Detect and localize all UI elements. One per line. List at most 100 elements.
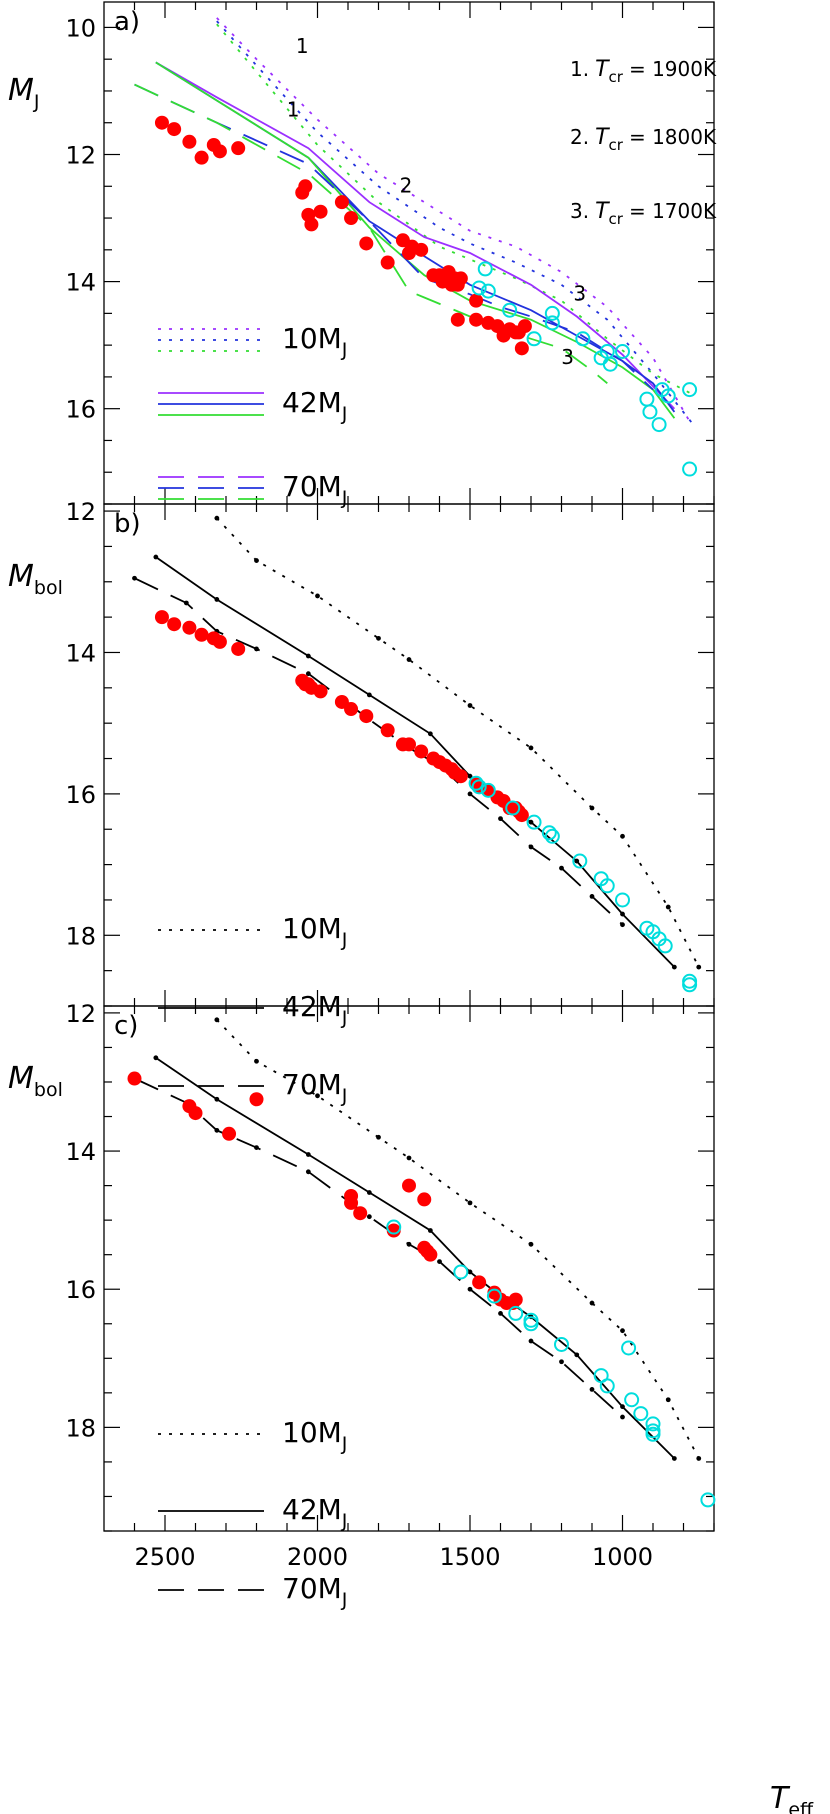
series-line-solid-4	[155, 61, 676, 413]
track-node	[620, 911, 625, 917]
y-axis-label: Mbol	[8, 1061, 63, 1101]
curve-annotation: 1	[287, 97, 300, 121]
data-point-filled	[359, 236, 374, 251]
data-point-filled	[514, 808, 529, 823]
track-node	[498, 816, 503, 822]
series-line-dotted-2	[216, 23, 697, 397]
data-point-filled	[380, 723, 395, 738]
data-point-open	[541, 825, 557, 841]
legend-entry-solid: 42MJ	[282, 1493, 347, 1532]
curve-annotation: 3	[561, 345, 574, 369]
legend-entry-dotted-sub: J	[341, 339, 348, 361]
data-point-filled	[417, 1192, 432, 1207]
track-node	[305, 1152, 311, 1157]
x-axis-label-sub: eff	[788, 1799, 814, 1814]
track-node	[528, 1338, 534, 1344]
track-node	[427, 731, 433, 737]
data-point-open	[624, 1392, 640, 1408]
track-node	[528, 844, 534, 850]
data-point-open	[660, 388, 676, 404]
track-node	[406, 657, 412, 662]
track-node	[559, 1359, 564, 1365]
data-point-filled	[212, 634, 227, 649]
data-point-open	[505, 800, 521, 816]
y-tick-label: 16	[65, 781, 96, 809]
data-point-open	[508, 1305, 524, 1321]
legend-entry-dashed-sub: J	[341, 487, 348, 509]
track-node	[254, 558, 259, 563]
y-tick-label: 14	[65, 639, 96, 667]
track-node	[696, 964, 702, 970]
data-point-open	[502, 302, 518, 318]
track-node	[214, 515, 220, 521]
data-point-filled	[402, 737, 416, 752]
track-node	[376, 1134, 381, 1140]
data-point-filled	[334, 195, 349, 210]
data-point-open	[468, 775, 484, 791]
y-tick-label: 12	[65, 498, 96, 526]
data-point-open	[471, 280, 487, 296]
data-point-filled	[514, 341, 529, 356]
y-tick-label: 14	[65, 1138, 96, 1166]
data-point-open	[480, 283, 496, 299]
critical-temp-num: 2.	[570, 125, 589, 149]
series-line-dotted-0	[216, 517, 700, 968]
data-point-filled	[344, 1195, 359, 1210]
data-point-open	[526, 814, 542, 830]
legend-entry-dashed: 70MJ	[282, 1068, 347, 1107]
data-point-open	[575, 331, 591, 347]
data-point-open	[477, 261, 493, 277]
y-axis-label-sub: J	[33, 91, 40, 113]
track-node	[467, 1200, 473, 1206]
track-node	[574, 858, 580, 864]
y-tick-label: 12	[65, 1000, 96, 1028]
legend-entry-dashed-main: 70M	[282, 1572, 342, 1605]
track-node	[589, 1386, 595, 1392]
track-node	[366, 1190, 372, 1195]
panel-label: c)	[114, 1011, 138, 1041]
data-point-open	[645, 1416, 661, 1432]
data-point-filled	[154, 610, 169, 625]
data-point-filled	[508, 1292, 523, 1307]
track-node	[665, 904, 671, 910]
legend-entry-dashed-sub: J	[341, 1085, 348, 1107]
series-line-dashed-2	[134, 1077, 624, 1418]
x-axis-label-main: T	[770, 1781, 791, 1814]
data-point-filled	[380, 255, 395, 270]
critical-temp-legend: 2. Tcr = 1800K	[570, 125, 717, 154]
critical-temp-num: 1.	[570, 57, 589, 81]
track-node	[254, 1058, 259, 1064]
y-tick-label: 12	[65, 142, 96, 170]
curve-annotation: 3	[573, 282, 586, 306]
panel-b-frame	[103, 503, 715, 1007]
data-point-filled	[182, 620, 197, 635]
data-point-open	[523, 1316, 539, 1332]
track-node	[665, 1397, 671, 1403]
y-tick-label: 18	[65, 1414, 96, 1442]
y-tick-label: 14	[65, 269, 96, 297]
data-point-filled	[231, 641, 246, 656]
data-point-filled	[182, 134, 197, 149]
track-node	[305, 671, 311, 677]
legend-entry-dotted: 10MJ	[282, 912, 347, 951]
series-line-solid-1	[155, 556, 676, 968]
data-point-open	[645, 1426, 661, 1442]
critical-temp-value: = 1900K	[629, 57, 717, 81]
track-node	[620, 1328, 625, 1334]
legend-entry-dashed: 70MJ	[282, 470, 347, 509]
data-point-filled	[353, 1206, 368, 1221]
critical-temp-symbol: T	[595, 199, 610, 224]
x-tick-label: 2000	[287, 1543, 348, 1571]
track-node	[589, 894, 595, 899]
legend-entry-dashed-sub: J	[341, 1589, 348, 1611]
series-line-solid-3	[155, 61, 676, 410]
track-node	[132, 575, 137, 581]
critical-temp-value: = 1800K	[629, 125, 717, 149]
series-line-dashed-2	[134, 577, 624, 926]
data-point-filled	[167, 617, 182, 632]
data-point-filled	[402, 1178, 416, 1193]
data-point-filled	[450, 312, 465, 327]
x-tick-label: 2500	[134, 1543, 195, 1571]
data-point-open	[599, 878, 615, 894]
